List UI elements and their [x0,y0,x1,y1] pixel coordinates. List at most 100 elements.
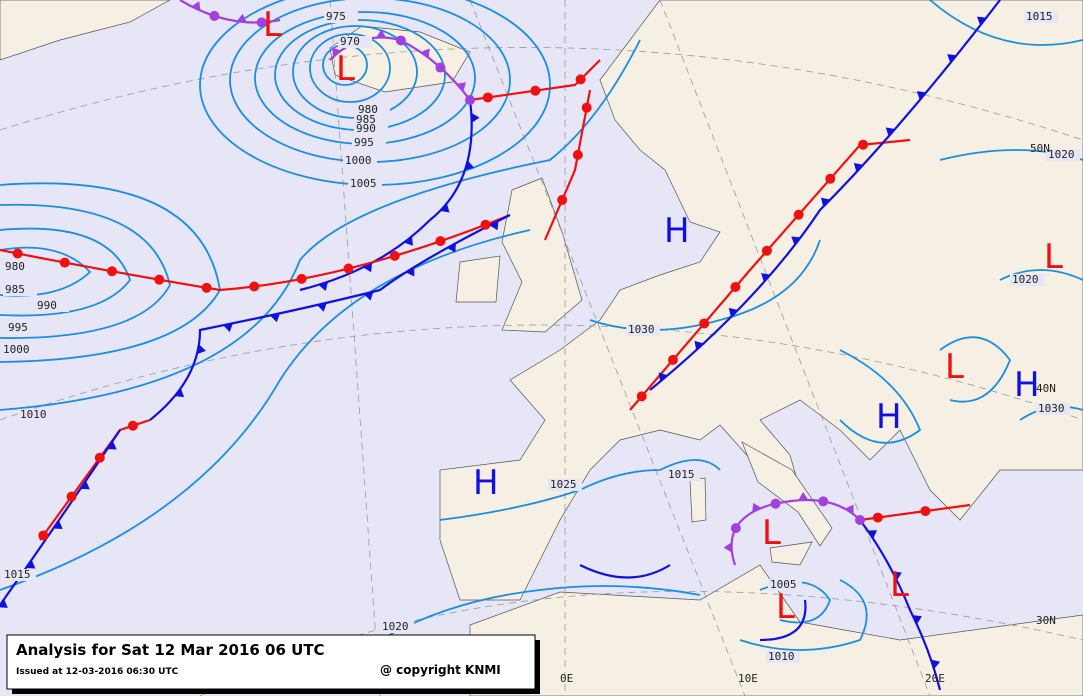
front-symbol [405,267,415,277]
front-symbol [59,257,70,268]
front-symbol [201,282,212,293]
label-bg [354,123,388,135]
isobar-label: 1005 [350,177,377,190]
front-symbol [317,302,327,312]
label-bg [666,469,700,481]
front-symbol [482,92,493,103]
front-symbol [107,440,117,450]
isobar-label: 990 [356,122,376,135]
label-bg [1010,274,1044,286]
front-symbol [581,102,592,113]
pressure-center: L [890,565,909,605]
label-bg [338,36,372,48]
isobar-label: 1030 [1038,402,1065,415]
graticule-label: 30N [1036,614,1056,627]
front-symbol [761,245,772,256]
front-symbol [728,307,738,318]
front-symbol [0,599,8,608]
front-symbol [636,391,647,402]
front-symbol [667,354,678,365]
label-bg [3,261,37,273]
front-symbol [343,263,354,274]
front-symbol [223,323,233,333]
front-symbol [489,220,499,231]
front-symbol [420,48,430,58]
front-symbol [318,281,328,291]
front-symbol [389,250,400,261]
isobar-label: 1015 [668,468,695,481]
isobar-label: 995 [8,321,28,334]
label-bg [1,344,35,356]
front-symbol [256,17,267,28]
front-symbol [440,203,450,213]
front-symbol [471,112,480,123]
pressure-center: L [1044,237,1063,277]
labels: 9759709809859909951000100598098599099510… [1,5,1080,685]
front-symbol [730,282,741,293]
label-bg [380,621,414,633]
pressure-center: H [1014,365,1040,405]
front-symbol [456,82,467,92]
front-symbol [575,74,586,85]
front-symbol [572,149,583,160]
isobar-label: 1010 [20,408,47,421]
front-symbol [855,515,865,525]
front-symbol [845,504,854,515]
title-box: Analysis for Sat 12 Mar 2016 06 UTC Issu… [6,634,540,694]
isobar-label: 1020 [382,620,409,633]
pressure-center: L [263,5,282,45]
isobar-label: 1025 [550,478,577,491]
front-symbol [191,1,201,11]
front-symbol [930,659,941,669]
front-symbol [730,523,741,534]
front-symbol [752,502,762,513]
front-symbol [818,496,829,507]
front-symbol [761,273,771,283]
graticule-label: 50N [1030,142,1050,155]
front-symbol [447,243,456,253]
isobars [0,0,1083,651]
front-symbol [867,530,878,539]
label-bg [1024,11,1058,23]
front-symbol [94,452,105,463]
pressure-center: L [762,513,781,553]
front-symbol [853,163,864,173]
pressure-center: L [776,587,795,627]
front-symbol [976,16,987,26]
isobar-label: 980 [5,260,25,273]
front-symbol [920,506,931,517]
front-symbol [480,219,491,230]
front-symbol [174,388,185,398]
front-symbol [53,520,63,529]
front-symbol [912,615,922,625]
front-symbol [154,274,165,285]
front-symbol [793,209,804,220]
copyright: @ copyright KNMI [380,663,501,677]
graticule-label: 20E [925,672,945,685]
isobar-label: 975 [326,10,346,23]
front-symbol [80,480,90,490]
front-symbol [821,197,831,207]
pressure-center: H [876,397,902,437]
front-symbol [66,491,77,502]
isobar-label: 1000 [345,154,372,167]
front-symbol [658,372,668,382]
label-bg [1046,149,1080,161]
isobar-label: 985 [5,283,25,296]
isobar-label: 985 [356,113,376,126]
isobar-label: 1030 [628,323,655,336]
pressure-center: L [945,347,964,387]
front-symbol [530,85,541,96]
isobar-label: 1005 [770,578,797,591]
graticule-label: 40N [1036,382,1056,395]
front-symbol [236,13,247,23]
front-symbol [858,139,869,150]
front-symbol [363,262,373,273]
front-symbol [892,571,902,581]
graticule-label: 0E [560,672,573,685]
isobar-label: 995 [354,136,374,149]
isobar-label: 1020 [1012,273,1039,286]
pressure-center: H [473,463,499,503]
isobar-label: 1015 [1026,10,1053,23]
front-symbol [12,248,23,259]
